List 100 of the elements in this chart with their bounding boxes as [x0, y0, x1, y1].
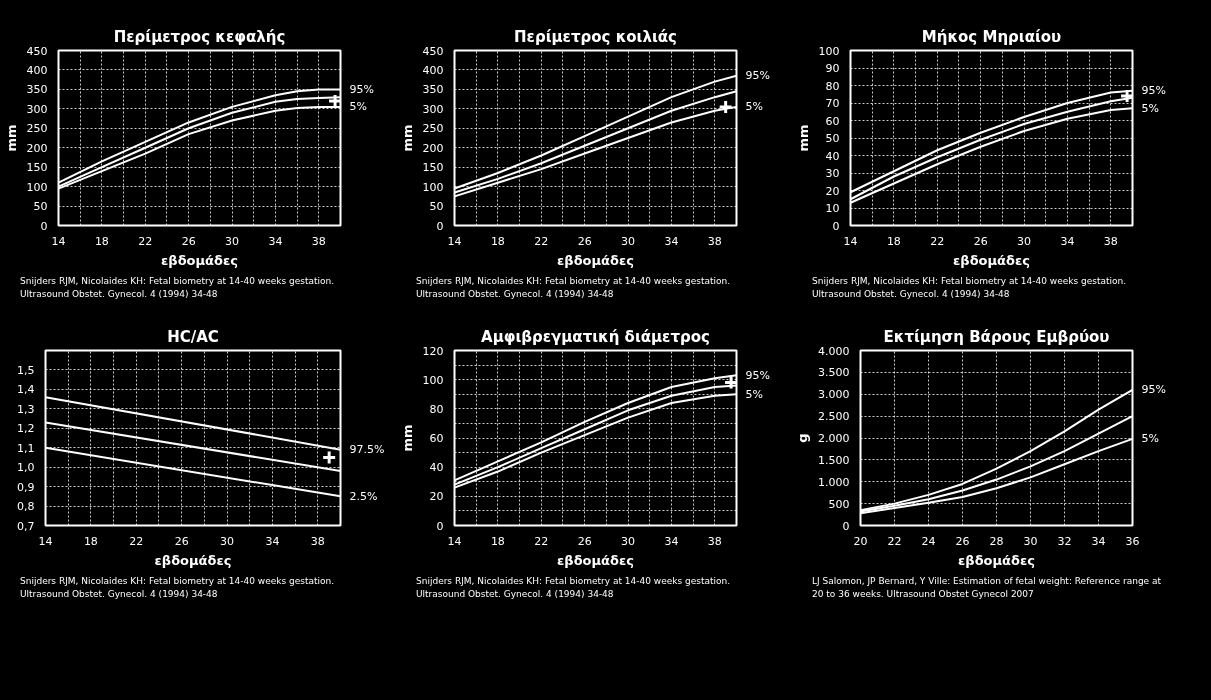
text: Snijders RJM, Nicolaides KH: Fetal biometry at 14-40 weeks gestation. Ultrasound Obstet. Gynecol. 4 (1994) 34-48 [812, 275, 1128, 301]
series-label: 95% [745, 368, 770, 382]
x-tick-label: 38 [311, 234, 326, 248]
x-tick-label: 30 [621, 234, 636, 248]
x-tick-label: 32 [1057, 534, 1072, 548]
y-tick-label: 300 [422, 102, 444, 116]
y-tick-label: 100 [26, 180, 48, 194]
x-tick-label: 38 [707, 234, 722, 248]
chart-title: Εκτίμηση Βάρους Εμβρύου [883, 327, 1110, 346]
y-tick-label: 0,7 [17, 519, 35, 533]
x-tick-label: 30 [225, 234, 240, 248]
x-tick-label: 34 [664, 534, 679, 548]
x-tick-label: 30 [1023, 534, 1038, 548]
y-tick-label: 90 [825, 62, 840, 75]
series-label: 5% [745, 387, 763, 401]
y-tick-label: 0 [842, 519, 850, 533]
x-axis-title: εβδομάδες [958, 552, 1035, 568]
x-tick-label: 22 [930, 234, 945, 248]
x-axis-title: εβδομάδες [953, 252, 1030, 268]
x-tick-label: 34 [265, 534, 280, 548]
y-axis-title: g [795, 433, 811, 443]
x-tick-label: 22 [534, 234, 549, 248]
y-tick-label: 200 [422, 141, 444, 155]
x-tick-label: 34 [1091, 534, 1106, 548]
x-tick-label: 14 [51, 234, 66, 248]
x-tick-label: 26 [181, 234, 196, 248]
text: Snijders RJM, Nicolaides KH: Fetal biometry at 14-40 weeks gestation. Ultrasound Obstet. Gynecol. 4 (1994) 34-48 [20, 275, 336, 301]
y-tick-label: 150 [26, 161, 48, 175]
y-tick-label: 30 [825, 167, 840, 180]
text: Snijders RJM, Nicolaides KH: Fetal biometry at 14-40 weeks gestation. Ultrasound Obstet. Gynecol. 4 (1994) 34-48 [416, 574, 732, 601]
x-tick-label: 18 [886, 234, 901, 248]
x-tick-label: 26 [174, 534, 189, 548]
y-tick-label: 3.000 [818, 387, 850, 401]
y-axis-title: mm [399, 124, 415, 152]
y-tick-label: 80 [429, 402, 444, 416]
x-tick-label: 34 [1060, 234, 1075, 248]
y-tick-label: 60 [429, 431, 444, 445]
x-tick-label: 14 [38, 534, 53, 548]
series-label: 5% [1141, 432, 1159, 446]
y-tick-label: 1,5 [17, 363, 35, 377]
y-tick-label: 120 [422, 344, 444, 358]
y-tick-label: 60 [825, 114, 840, 128]
series-label: 95% [1141, 84, 1166, 98]
y-tick-label: 350 [422, 83, 444, 97]
x-axis-title: εβδομάδες [154, 552, 232, 568]
y-tick-label: 3.500 [818, 366, 850, 380]
x-tick-label: 34 [664, 234, 679, 248]
y-tick-label: 70 [825, 97, 840, 110]
x-tick-label: 18 [83, 534, 98, 548]
y-tick-label: 1,2 [17, 421, 35, 435]
x-tick-label: 18 [490, 534, 505, 548]
x-tick-label: 22 [887, 534, 902, 548]
x-tick-label: 22 [129, 534, 144, 548]
y-tick-label: 40 [825, 149, 840, 163]
x-tick-label: 34 [268, 234, 283, 248]
y-tick-label: 0 [436, 519, 444, 533]
series-label: 5% [349, 100, 367, 114]
text: Snijders RJM, Nicolaides KH: Fetal biometry at 14-40 weeks gestation. Ultrasound Obstet. Gynecol. 4 (1994) 34-48 [416, 275, 732, 301]
y-tick-label: 0 [832, 219, 840, 233]
y-tick-label: 1.500 [818, 453, 850, 467]
y-tick-label: 250 [26, 122, 48, 136]
y-tick-label: 200 [26, 141, 48, 155]
y-tick-label: 50 [33, 200, 48, 214]
x-tick-label: 22 [534, 534, 549, 548]
x-tick-label: 26 [955, 534, 970, 548]
y-tick-label: 1,1 [17, 441, 35, 455]
x-tick-label: 28 [989, 534, 1004, 548]
x-tick-label: 14 [447, 534, 462, 548]
x-tick-label: 20 [853, 534, 868, 548]
y-axis-title: mm [399, 424, 415, 452]
y-axis-title: mm [3, 124, 19, 152]
text: LJ Salomon, JP Bernard, Y Ville: Estimation of fetal weight: Reference range at 20 to 36 weeks. Ultrasound Obstet Gynecol 2007 [812, 574, 1163, 601]
y-tick-label: 1,3 [17, 402, 35, 416]
y-tick-label: 0,8 [17, 499, 35, 513]
y-tick-label: 0 [40, 219, 48, 233]
x-tick-label: 38 [1103, 234, 1118, 248]
x-tick-label: 26 [577, 534, 592, 548]
y-tick-label: 400 [422, 63, 444, 77]
y-tick-label: 1,0 [17, 460, 35, 474]
y-tick-label: 300 [26, 102, 48, 116]
y-tick-label: 20 [429, 490, 444, 504]
series-label: 97.5% [349, 442, 385, 456]
x-axis-title: εβδομάδες [161, 252, 238, 268]
x-tick-label: 36 [1125, 534, 1140, 548]
x-tick-label: 18 [94, 234, 109, 248]
y-tick-label: 500 [828, 497, 850, 511]
y-tick-label: 20 [825, 184, 840, 198]
y-tick-label: 1.000 [818, 475, 850, 489]
chart-title: HC/AC [167, 327, 219, 346]
y-tick-label: 2.000 [818, 431, 850, 445]
y-tick-label: 400 [26, 63, 48, 77]
series-label: 95% [745, 69, 770, 83]
x-tick-label: 22 [138, 234, 153, 248]
x-tick-label: 30 [1017, 234, 1032, 248]
chart-title: Περίμετρος κεφαλής [113, 27, 286, 46]
y-tick-label: 1,4 [17, 383, 35, 397]
x-tick-label: 38 [707, 534, 722, 548]
y-tick-label: 0 [436, 219, 444, 233]
chart-title: Περίμετρος κοιλιάς [514, 27, 677, 46]
x-tick-label: 38 [310, 534, 325, 548]
